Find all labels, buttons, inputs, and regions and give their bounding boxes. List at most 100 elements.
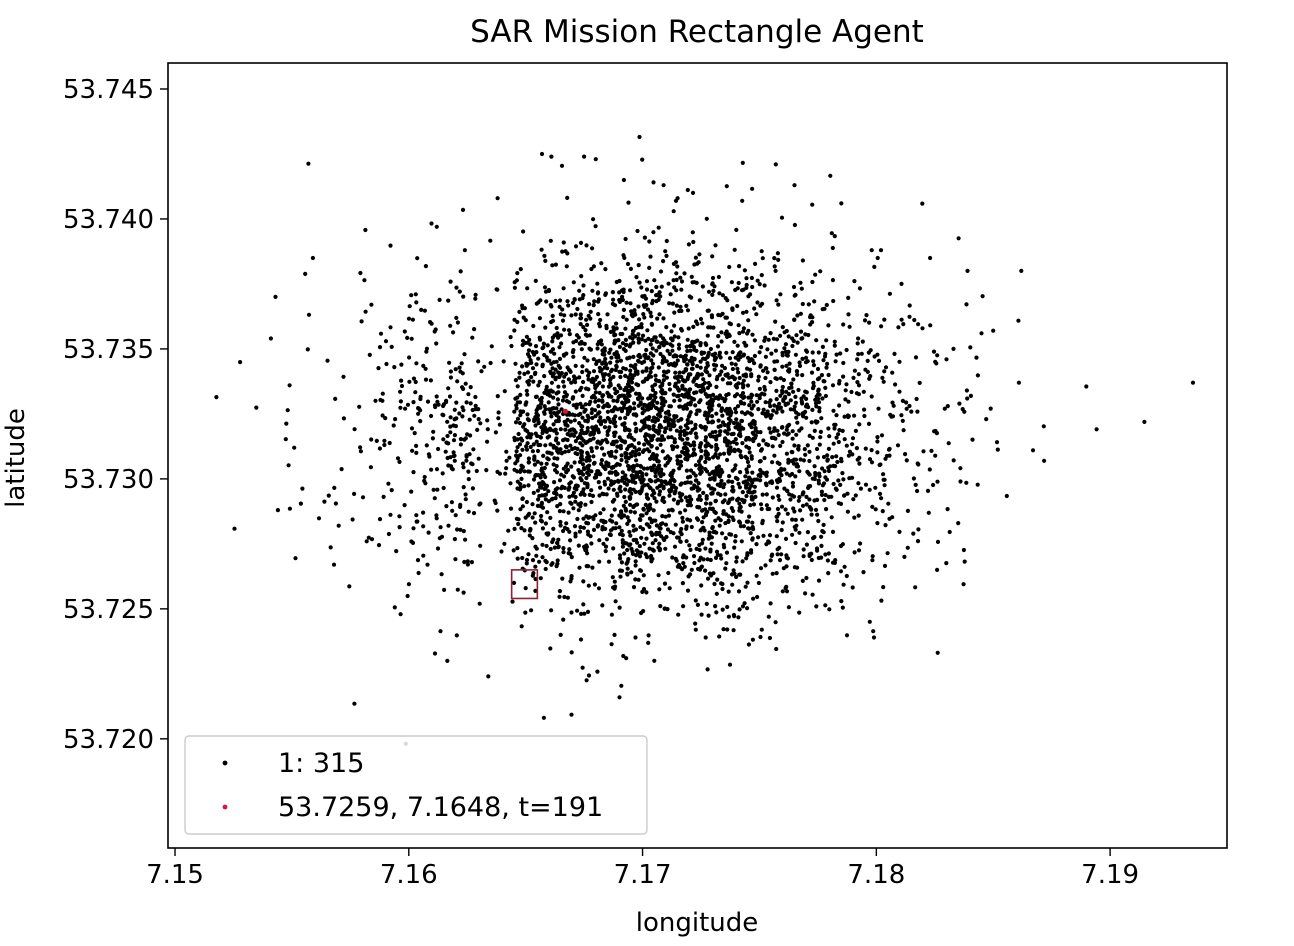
scatter-point — [645, 466, 650, 471]
scatter-point — [575, 483, 580, 489]
scatter-point — [962, 409, 967, 414]
scatter-point — [588, 437, 593, 443]
scatter-point — [642, 420, 647, 425]
scatter-point — [518, 413, 523, 418]
scatter-point — [826, 446, 832, 451]
scatter-point — [639, 489, 644, 494]
scatter-point — [679, 498, 684, 503]
scatter-point — [586, 313, 591, 318]
scatter-point — [559, 163, 565, 168]
scatter-point — [546, 389, 551, 394]
scatter-point — [624, 541, 629, 546]
scatter-point — [694, 411, 699, 417]
scatter-point — [410, 317, 415, 322]
scatter-point — [756, 442, 762, 447]
chart-title: SAR Mission Rectangle Agent — [470, 14, 924, 50]
scatter-point — [612, 507, 617, 512]
scatter-point — [991, 328, 996, 333]
scatter-point — [761, 368, 766, 373]
scatter-point — [582, 467, 587, 472]
scatter-point — [720, 293, 726, 298]
scatter-point — [757, 350, 762, 355]
scatter-point — [621, 314, 626, 320]
scatter-point — [783, 507, 788, 512]
scatter-point — [648, 506, 653, 511]
scatter-point — [718, 483, 723, 488]
scatter-point — [723, 566, 728, 571]
annotations — [510, 569, 539, 600]
scatter-point — [627, 383, 632, 388]
scatter-point — [284, 421, 289, 426]
scatter-point — [764, 470, 769, 475]
scatter-point — [499, 549, 504, 554]
scatter-point — [577, 341, 582, 346]
scatter-point — [852, 515, 857, 520]
y-axis-label: latitude — [1, 408, 31, 508]
scatter-point — [858, 541, 863, 546]
scatter-point — [625, 521, 630, 527]
scatter-point — [566, 510, 571, 515]
scatter-point — [958, 466, 963, 471]
scatter-point — [393, 417, 398, 422]
scatter-point — [620, 297, 626, 303]
scatter-point — [636, 304, 641, 309]
scatter-point — [434, 513, 439, 518]
scatter-point — [774, 514, 779, 519]
scatter-point — [790, 343, 795, 349]
scatter-point — [655, 459, 660, 464]
scatter-point — [836, 439, 841, 445]
scatter-point — [585, 551, 590, 556]
scatter-point — [562, 384, 567, 389]
scatter-point — [366, 535, 371, 540]
scatter-point — [377, 345, 383, 350]
scatter-point — [663, 249, 668, 254]
scatter-point — [570, 446, 575, 452]
scatter-point — [683, 445, 688, 450]
scatter-point — [786, 605, 792, 610]
scatter-point — [645, 405, 650, 410]
scatter-point — [587, 463, 592, 468]
scatter-point — [773, 319, 778, 324]
scatter-point — [517, 420, 523, 426]
scatter-point — [671, 354, 676, 359]
scatter-point — [995, 447, 1000, 452]
scatter-point — [595, 440, 600, 445]
scatter-point — [801, 554, 806, 559]
scatter-point — [645, 439, 650, 444]
scatter-point — [915, 539, 921, 544]
scatter-point — [831, 298, 836, 304]
scatter-point — [731, 439, 736, 445]
scatter-point — [732, 466, 737, 471]
scatter-point — [741, 524, 747, 529]
scatter-point — [590, 425, 595, 430]
scatter-point — [733, 475, 739, 480]
scatter-point — [440, 412, 445, 417]
scatter-point — [692, 483, 697, 488]
scatter-point — [811, 383, 816, 389]
scatter-point — [644, 279, 650, 284]
scatter-point — [441, 402, 446, 407]
scatter-point — [414, 300, 419, 305]
scatter-point — [409, 426, 415, 431]
scatter-point — [693, 621, 698, 626]
scatter-point — [644, 536, 649, 541]
scatter-point — [678, 429, 684, 434]
scatter-point — [438, 629, 443, 634]
scatter-point — [757, 396, 762, 401]
scatter-point — [646, 417, 651, 422]
scatter-point — [691, 440, 697, 445]
scatter-point — [846, 453, 852, 458]
scatter-point — [726, 424, 731, 429]
scatter-point — [384, 361, 389, 367]
scatter-point — [635, 228, 640, 234]
scatter-point — [623, 473, 628, 478]
scatter-point — [779, 552, 784, 557]
scatter-point — [473, 296, 478, 301]
scatter-point — [592, 299, 597, 304]
scatter-point — [687, 402, 692, 407]
scatter-point — [622, 425, 628, 430]
scatter-point — [698, 383, 703, 389]
scatter-point — [817, 406, 822, 411]
scatter-point — [573, 451, 578, 456]
scatter-point — [613, 439, 618, 444]
